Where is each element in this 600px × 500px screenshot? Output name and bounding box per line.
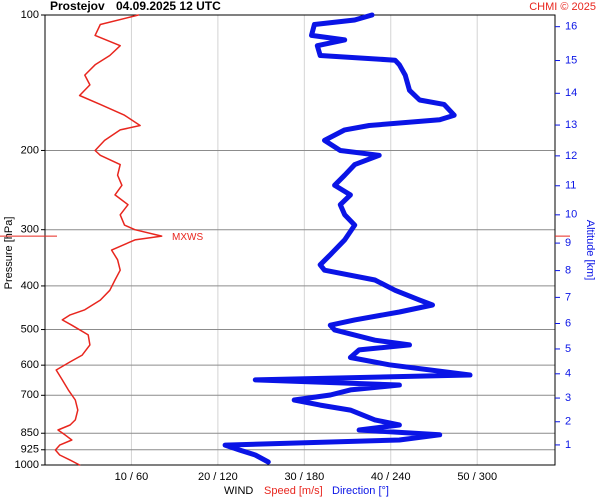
legend-title: WIND: [224, 485, 253, 497]
y-tick-label: 600: [21, 359, 39, 371]
chart-title: Prostejov: [50, 0, 105, 13]
y-tick-label: 925: [21, 444, 39, 456]
profile-line: [222, 12, 473, 465]
y2-tick-label: 16: [565, 21, 577, 33]
y-tick-label: 850: [21, 427, 39, 439]
chart-subtitle: 04.09.2025 12 UTC: [116, 0, 221, 13]
y2-tick-label: 13: [565, 119, 577, 131]
credit: CHMI © 2025: [529, 1, 596, 13]
legend-label: Direction [°]: [332, 485, 389, 497]
y2-tick-label: 15: [565, 54, 577, 66]
y2-tick-label: 1: [565, 439, 571, 451]
annotation-label: MXWS: [172, 232, 203, 243]
x-tick-label: 50 / 300: [457, 471, 497, 483]
legend-label: Speed [m/s]: [264, 485, 323, 497]
y2-tick-label: 2: [565, 416, 571, 428]
y2-tick-label: 7: [565, 291, 571, 303]
y2-tick-label: 5: [565, 343, 571, 355]
y2-tick-label: 14: [565, 87, 577, 99]
y2-tick-label: 12: [565, 150, 577, 162]
y-axis-label: Pressure [hPa]: [3, 217, 15, 290]
x-tick-label: 10 / 60: [115, 471, 149, 483]
y2-tick-label: 8: [565, 265, 571, 277]
y-tick-label: 100: [21, 9, 39, 21]
y2-tick-label: 4: [565, 368, 571, 380]
y2-tick-label: 9: [565, 237, 571, 249]
y-tick-label: 500: [21, 323, 39, 335]
y2-tick-label: 3: [565, 392, 571, 404]
y2-tick-label: 10: [565, 209, 577, 221]
y-tick-label: 300: [21, 224, 39, 236]
y-tick-label: 400: [21, 280, 39, 292]
plot-frame: [44, 14, 556, 466]
y-tick-label: 1000: [15, 459, 39, 471]
y-tick-label: 200: [21, 144, 39, 156]
x-tick-label: 40 / 240: [371, 471, 411, 483]
y2-tick-label: 11: [565, 180, 576, 192]
x-tick-label: 20 / 120: [198, 471, 238, 483]
x-tick-label: 30 / 180: [284, 471, 324, 483]
y-tick-label: 700: [21, 389, 39, 401]
profile-line: [54, 14, 163, 466]
y2-tick-label: 6: [565, 317, 571, 329]
y2-axis-label: Altitude [km]: [584, 220, 596, 281]
